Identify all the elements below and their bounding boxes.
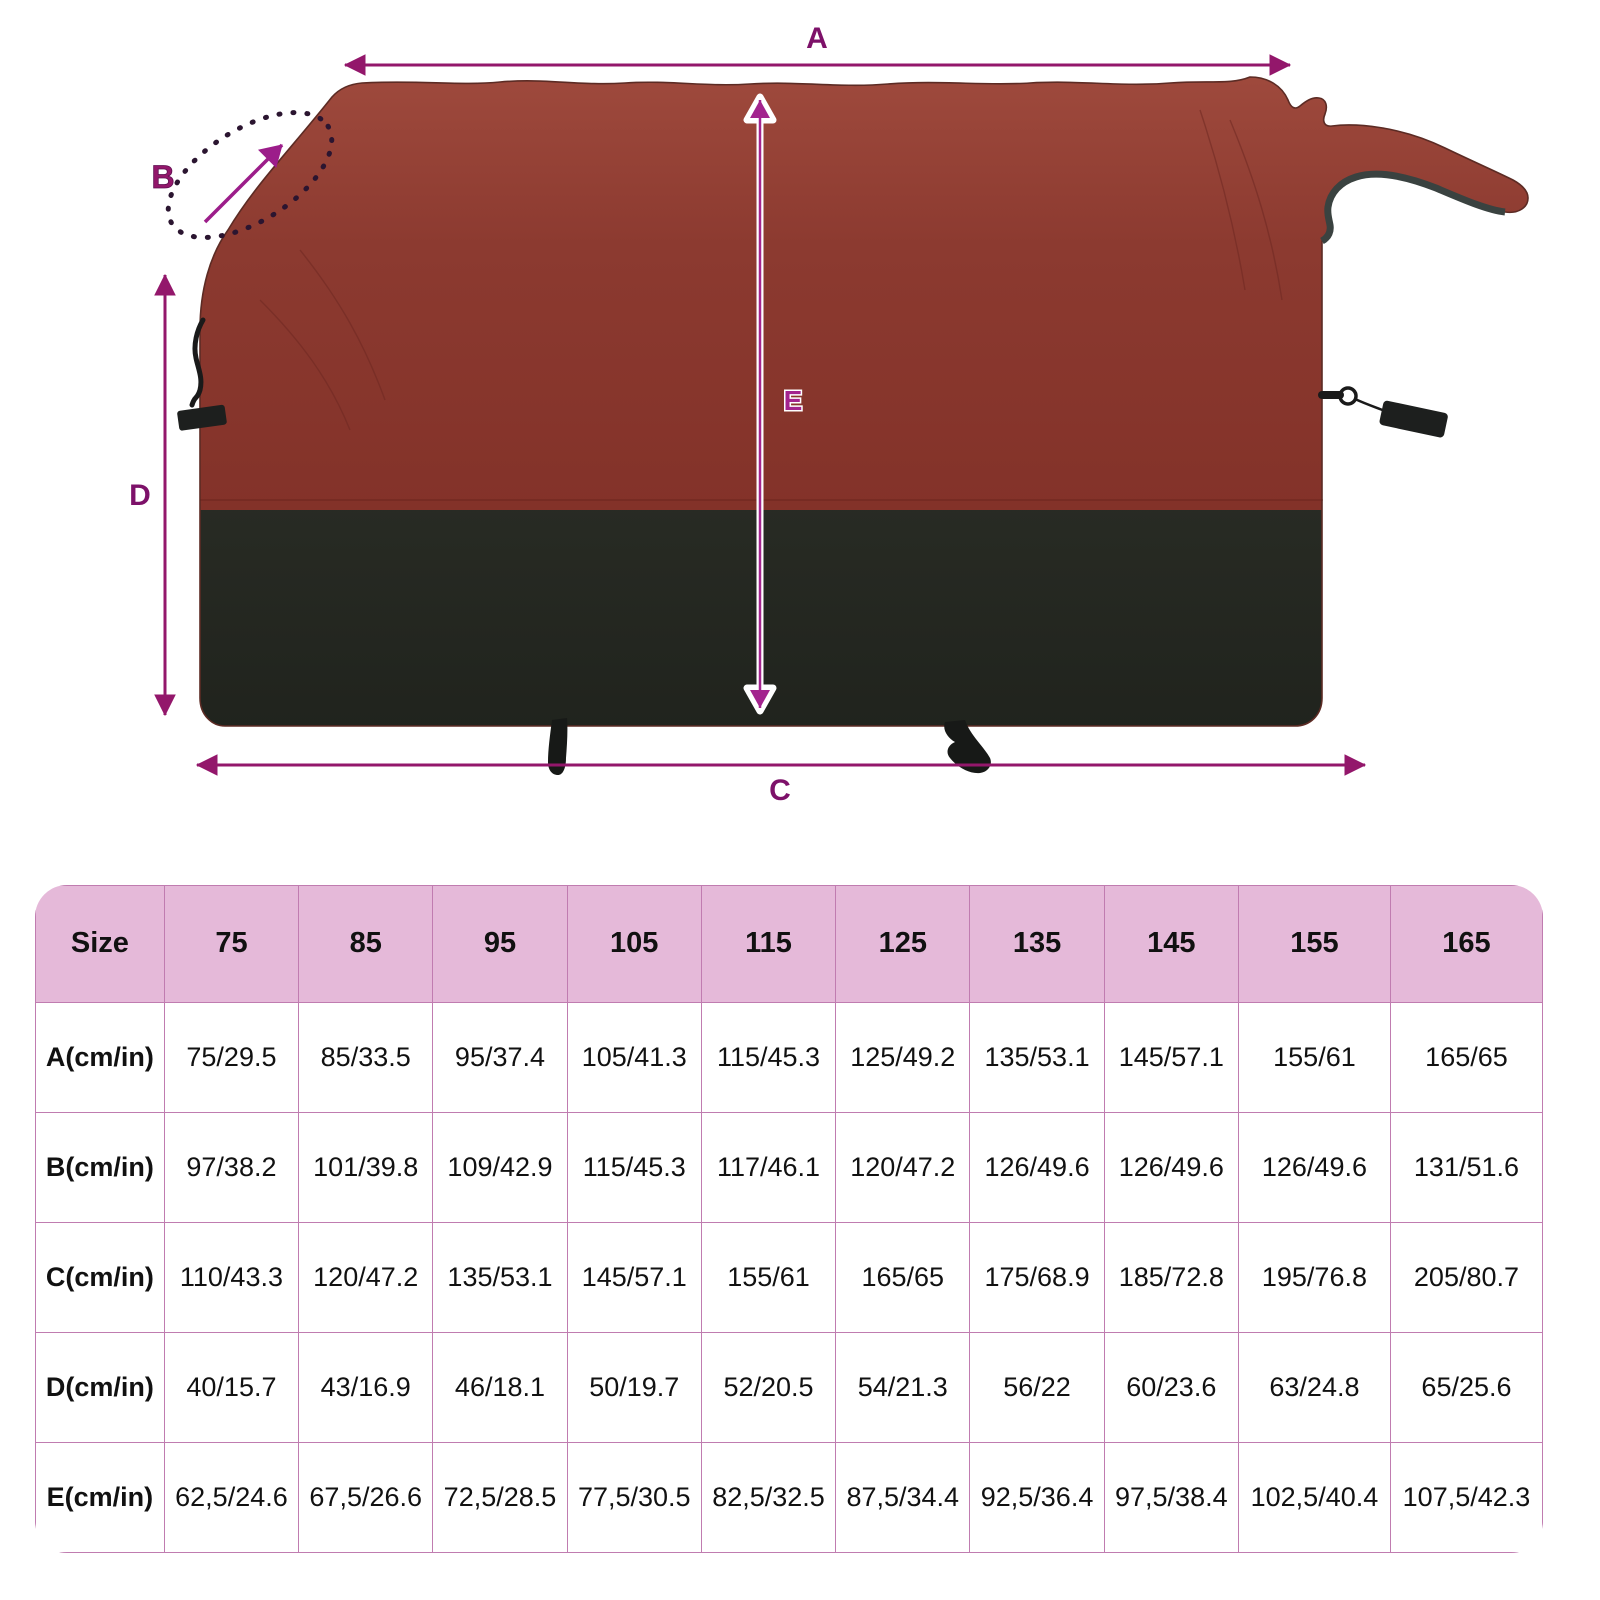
svg-text:E: E xyxy=(784,385,803,416)
svg-text:D: D xyxy=(129,479,151,512)
svg-text:C: C xyxy=(769,774,791,807)
svg-text:A: A xyxy=(806,22,828,55)
svg-text:B: B xyxy=(151,159,174,195)
